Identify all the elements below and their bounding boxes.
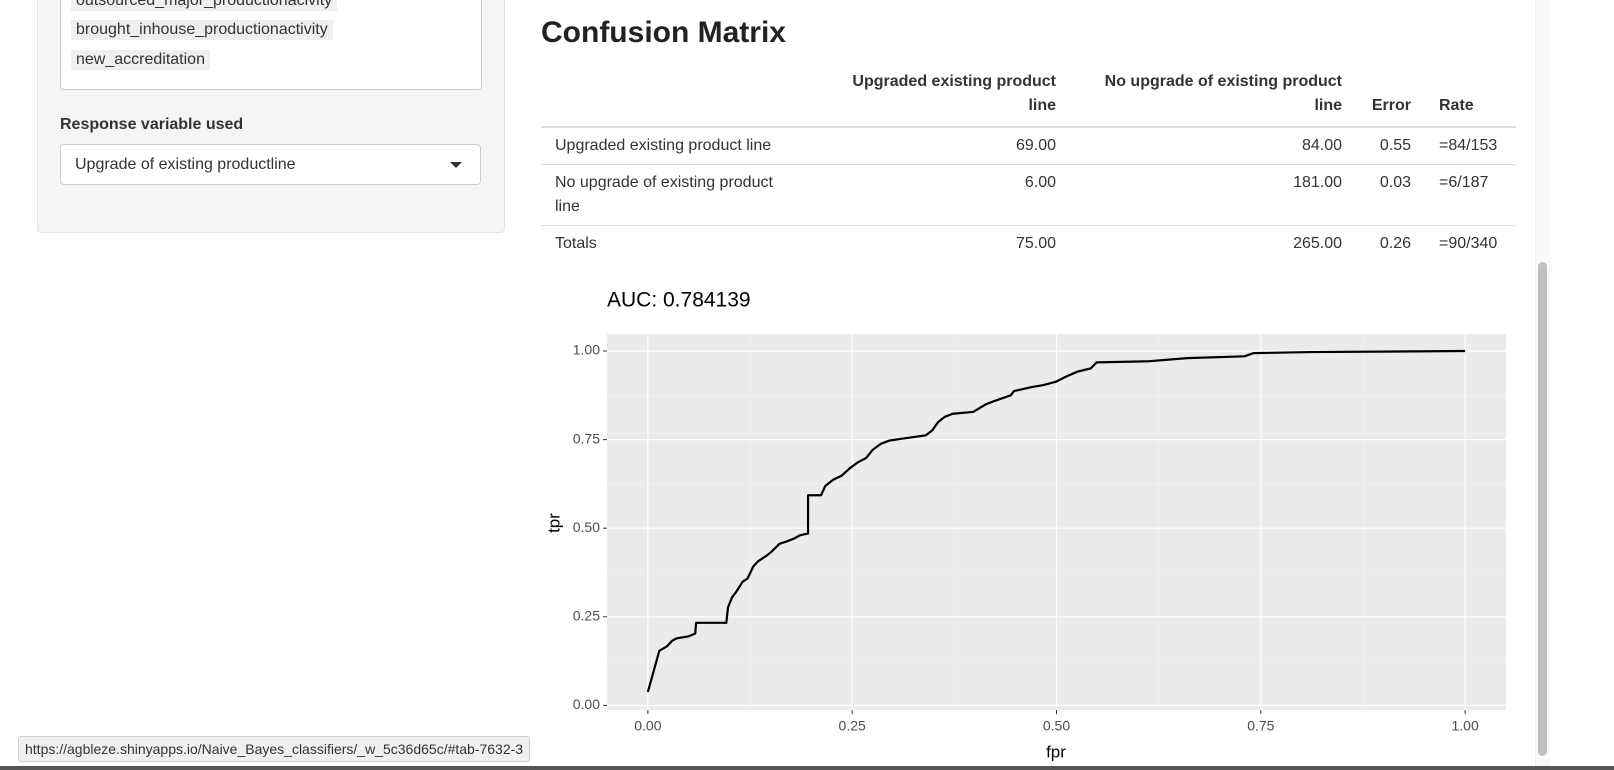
x-tick-label: 1.00 [1452,718,1479,734]
roc-curve [646,349,1466,693]
y-tick-label: 0.75 [573,430,600,446]
header-cell: No upgrade of existing product line [1070,66,1356,128]
cell: =6/187 [1425,164,1516,226]
cell: 0.55 [1356,126,1425,165]
caret-icon [450,162,462,168]
cell: 84.00 [1070,126,1356,165]
section-title: Confusion Matrix [541,16,786,49]
x-tick-label: 0.50 [1043,718,1070,734]
cell: 69.00 [811,126,1070,165]
header-cell [541,66,811,128]
cell: Upgraded existing product line [541,126,811,165]
header-cell: Rate [1425,66,1516,128]
x-tick-label: 0.25 [839,718,866,734]
header-cell: Error [1356,66,1425,128]
response-select[interactable]: Upgrade of existing productline [60,144,481,185]
cell: 6.00 [811,164,1070,226]
chart-title: AUC: 0.784139 [607,289,751,312]
cell: =90/340 [1425,225,1516,262]
y-tick-label: 0.00 [573,696,600,712]
y-tick-label: 1.00 [573,342,600,358]
status-url: https://agbleze.shinyapps.io/Naive_Bayes… [18,736,531,762]
cell: Totals [541,225,811,262]
predictor-select[interactable]: outsourced_major_productionacivity broug… [60,0,482,90]
cell: 181.00 [1070,164,1356,226]
input-label: Response variable used [60,116,244,133]
cell: 75.00 [811,225,1070,262]
cell: 0.26 [1356,225,1425,262]
table-row: No upgrade of existing product line 6.00… [541,164,1516,226]
selected-item[interactable]: brought_inhouse_productionactivity [71,20,333,40]
x-tick-label: 0.00 [634,718,661,734]
y-tick-label: 0.50 [573,519,600,535]
cell: 265.00 [1070,225,1356,262]
x-tick-label: 0.75 [1247,718,1274,734]
cell: No upgrade of existing product line [541,164,811,226]
selected-item[interactable]: outsourced_major_productionacivity [71,0,338,11]
window-edge [0,766,1614,770]
cell: 0.03 [1356,164,1425,226]
scrollbar-thumb[interactable] [1538,262,1547,756]
cell: =84/153 [1425,126,1516,165]
y-tick-label: 0.25 [573,608,600,624]
selected-item[interactable]: new_accreditation [71,50,210,70]
table-row: Upgraded existing product line 69.00 84.… [541,126,1516,165]
x-axis-label: fpr [1046,742,1066,761]
y-axis-label: tpr [544,513,563,533]
confusion-table: Upgraded existing product line No upgrad… [541,66,1516,262]
select-value: Upgrade of existing productline [75,156,296,173]
header-row: Upgraded existing product line No upgrad… [541,66,1516,128]
roc-chart: AUC: 0.784139 fpr tpr 0.00 0.25 0.50 0.75 1.… [544,289,1506,761]
table-row: Totals 75.00 265.00 0.26 =90/340 [541,225,1516,262]
header-cell: Upgraded existing product line [811,66,1070,128]
